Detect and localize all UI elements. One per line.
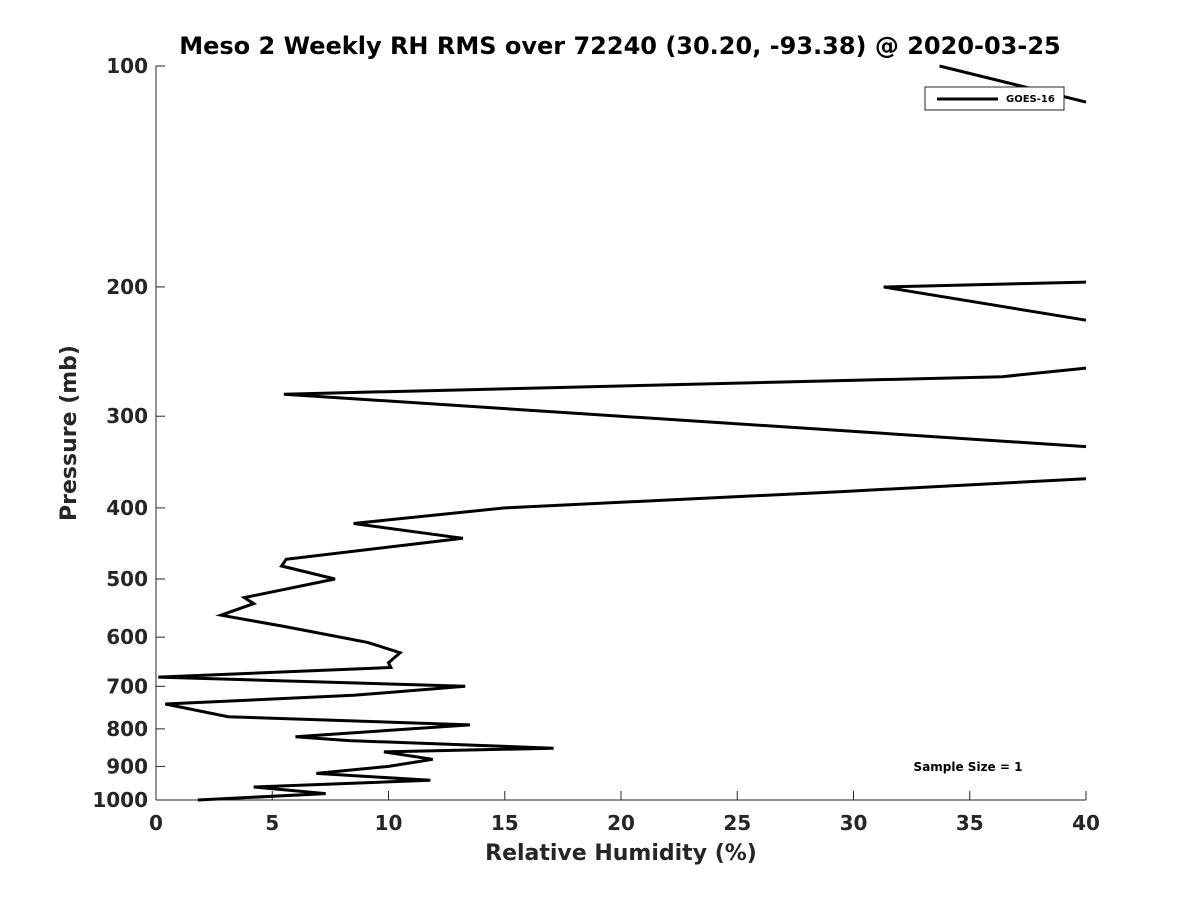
legend-label: GOES-16 bbox=[1006, 94, 1055, 105]
y-axis-label: Pressure (mb) bbox=[57, 345, 82, 521]
x-tick-label: 5 bbox=[265, 811, 279, 835]
chart-title: Meso 2 Weekly RH RMS over 72240 (30.20, … bbox=[179, 32, 1061, 60]
y-tick-label: 500 bbox=[106, 567, 148, 591]
y-tick-label: 800 bbox=[106, 717, 148, 741]
x-tick-label: 15 bbox=[491, 811, 519, 835]
y-tick-label: 400 bbox=[106, 496, 148, 520]
x-tick-label: 25 bbox=[723, 811, 751, 835]
axes bbox=[156, 66, 1086, 800]
x-tick-label: 10 bbox=[375, 811, 403, 835]
y-ticks: 100 200 300 400 500 600 700 800 900 1000 bbox=[92, 54, 165, 812]
x-axis-label: Relative Humidity (%) bbox=[485, 841, 757, 866]
y-tick-label: 300 bbox=[106, 404, 148, 428]
series-line-goes16-segment-2 bbox=[284, 368, 1086, 447]
series-layer bbox=[158, 66, 1086, 800]
y-tick-label: 900 bbox=[106, 754, 148, 778]
x-tick-label: 35 bbox=[956, 811, 984, 835]
x-tick-label: 30 bbox=[840, 811, 868, 835]
legend: GOES-16 bbox=[925, 87, 1064, 110]
x-tick-label: 20 bbox=[607, 811, 635, 835]
sample-size-annotation: Sample Size = 1 bbox=[914, 760, 1023, 774]
x-ticks: 0 5 10 15 20 25 30 35 40 bbox=[149, 791, 1100, 835]
x-tick-label: 0 bbox=[149, 811, 163, 835]
rh-rms-chart: Meso 2 Weekly RH RMS over 72240 (30.20, … bbox=[0, 0, 1200, 900]
y-tick-label: 600 bbox=[106, 625, 148, 649]
series-line-goes16-segment-3 bbox=[884, 282, 1086, 320]
y-tick-label: 1000 bbox=[92, 788, 148, 812]
y-tick-label: 100 bbox=[106, 54, 148, 78]
series-line-goes16-segment-1 bbox=[158, 479, 1086, 800]
y-tick-label: 700 bbox=[106, 674, 148, 698]
x-tick-label: 40 bbox=[1072, 811, 1100, 835]
y-tick-label: 200 bbox=[106, 275, 148, 299]
